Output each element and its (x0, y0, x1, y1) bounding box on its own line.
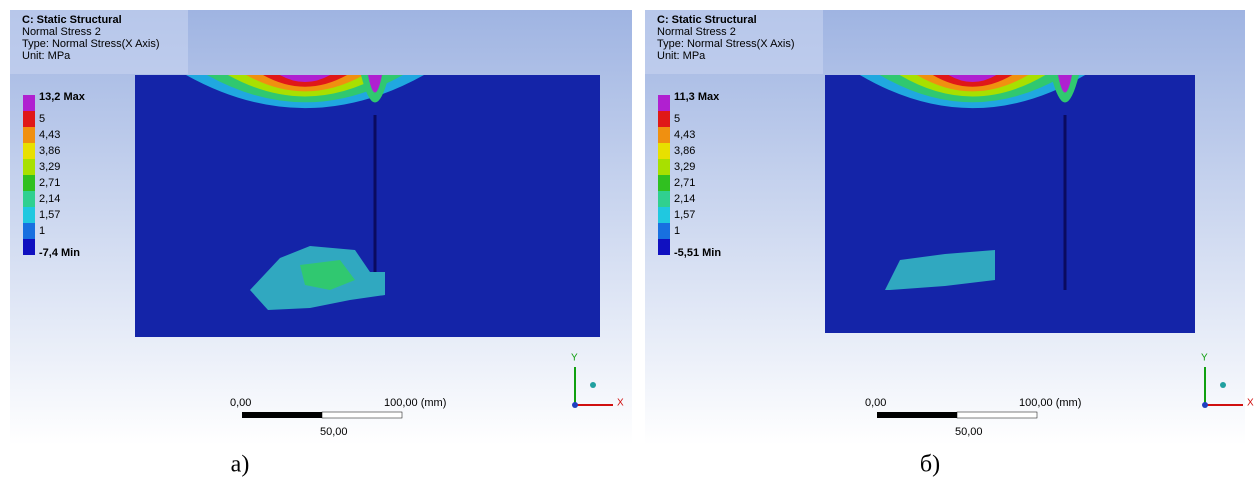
legend-label: 4,43 (674, 129, 695, 141)
axis-y-label: Y (571, 353, 578, 364)
legend-label: 1,57 (39, 209, 60, 221)
panel-caption: а) (231, 452, 250, 478)
axis-origin (572, 402, 578, 408)
header-title: C: Static Structural (22, 14, 122, 26)
scale-bar-black (877, 412, 957, 418)
scale-mid: 50,00 (320, 426, 348, 438)
legend-label: 1,57 (674, 209, 695, 221)
scale-bar-white (322, 412, 402, 418)
legend-swatch (23, 175, 35, 191)
legend-label: 1 (674, 225, 680, 237)
legend-label: 3,86 (39, 145, 60, 157)
legend-swatch (658, 159, 670, 175)
legend-label: 2,71 (39, 177, 60, 189)
header-unit: Unit: MPa (22, 50, 71, 62)
legend-swatch (23, 159, 35, 175)
legend-swatch (23, 111, 35, 127)
header-type: Type: Normal Stress(X Axis) (657, 38, 795, 50)
figure: C: Static StructuralNormal Stress 2Type:… (0, 0, 1255, 480)
legend-swatch (23, 127, 35, 143)
legend-label: 4,43 (39, 129, 60, 141)
legend-swatch (658, 223, 670, 239)
legend-swatch (23, 191, 35, 207)
scale-end: 100,00 (mm) (1019, 397, 1081, 409)
legend-label: 5 (39, 113, 45, 125)
legend-swatch (23, 207, 35, 223)
legend-label: 2,14 (674, 193, 695, 205)
axis-z (590, 382, 596, 388)
legend-swatch (23, 239, 35, 255)
legend-swatch (658, 127, 670, 143)
legend-swatch (23, 223, 35, 239)
legend-label: 3,29 (674, 161, 695, 173)
scale-bar-black (242, 412, 322, 418)
header-title: C: Static Structural (657, 14, 757, 26)
model-body (135, 75, 600, 337)
header-subtitle: Normal Stress 2 (22, 26, 101, 38)
legend-label: 11,3 Max (674, 91, 720, 103)
header-type: Type: Normal Stress(X Axis) (22, 38, 160, 50)
panel-caption: б) (920, 452, 940, 478)
scale-start: 0,00 (230, 397, 251, 409)
legend-swatch (658, 143, 670, 159)
axis-origin (1202, 402, 1208, 408)
legend-swatch (658, 175, 670, 191)
legend-swatch (658, 239, 670, 255)
axis-z (1220, 382, 1226, 388)
legend-label: -7,4 Min (39, 247, 80, 259)
legend-label: 3,86 (674, 145, 695, 157)
legend-label: 13,2 Max (39, 91, 86, 103)
legend-swatch (658, 207, 670, 223)
header-unit: Unit: MPa (657, 50, 706, 62)
scale-end: 100,00 (mm) (384, 397, 446, 409)
legend-label: 2,14 (39, 193, 60, 205)
legend-label: 3,29 (39, 161, 60, 173)
legend-swatch (23, 143, 35, 159)
legend-label: 5 (674, 113, 680, 125)
scale-mid: 50,00 (955, 426, 983, 438)
axis-x-label: X (1247, 398, 1254, 409)
legend-label: -5,51 Min (674, 247, 721, 259)
scale-start: 0,00 (865, 397, 886, 409)
model-body (825, 75, 1195, 333)
header-subtitle: Normal Stress 2 (657, 26, 736, 38)
axis-x-label: X (617, 398, 624, 409)
scale-bar-white (957, 412, 1037, 418)
legend-swatch (23, 95, 35, 111)
legend-swatch (658, 191, 670, 207)
axis-y-label: Y (1201, 353, 1208, 364)
legend-label: 2,71 (674, 177, 695, 189)
legend-swatch (658, 95, 670, 111)
legend-swatch (658, 111, 670, 127)
legend-label: 1 (39, 225, 45, 237)
